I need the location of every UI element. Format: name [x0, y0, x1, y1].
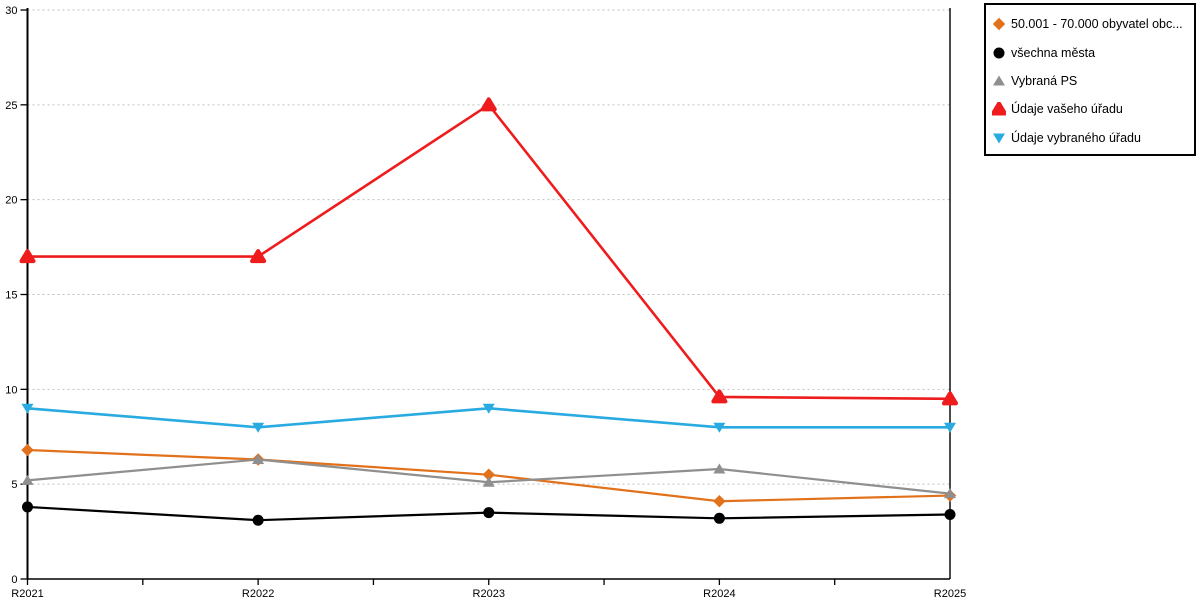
triangle-down-marker [252, 422, 265, 433]
legend-label: Vybraná PS [1011, 73, 1078, 88]
triangle-up-icon [993, 75, 1005, 86]
legend-label: 50.001 - 70.000 obyvatel obc... [1011, 17, 1183, 32]
x-tick-label: R2022 [242, 588, 274, 600]
diamond-marker [482, 468, 495, 481]
diamond-marker [21, 443, 34, 457]
y-tick-label: 15 [5, 290, 17, 302]
legend-label: Údaje vybraného úřadu [1011, 130, 1141, 145]
triangle-down-marker [944, 422, 956, 433]
triangle-up-rounded-marker [480, 97, 497, 112]
circle-marker [944, 509, 956, 521]
series-line [26, 103, 952, 401]
diamond-icon [992, 17, 1006, 31]
chart-legend: 50.001 - 70.000 obyvatel obc... všechna m… [984, 3, 1196, 156]
legend-item: Údaje vašeho úřadu [986, 95, 1194, 123]
triangle-up-marker [944, 488, 956, 499]
legend-item: všechna města [986, 38, 1194, 66]
triangle-up-rounded-marker [942, 391, 958, 406]
x-tick-label: R2025 [934, 588, 966, 600]
circle-marker [713, 512, 725, 524]
triangle-down-icon [993, 133, 1005, 144]
y-tick-label: 0 [11, 574, 17, 586]
triangle-up-rounded-marker [19, 249, 36, 264]
y-tick-label: 20 [5, 195, 17, 207]
triangle-up-rounded-marker [711, 389, 728, 404]
diamond-marker [713, 495, 726, 508]
circle-marker [483, 507, 495, 519]
triangle-up-rounded-icon [992, 102, 1006, 116]
circle-marker [22, 501, 33, 513]
triangle-up-marker [21, 474, 34, 485]
circle-marker [252, 514, 264, 526]
legend-item: Vybraná PS [986, 67, 1194, 95]
legend-label: všechna města [1011, 45, 1096, 60]
y-tick-label: 30 [5, 5, 17, 17]
legend-item: 50.001 - 70.000 obyvatel obc... [986, 10, 1194, 38]
legend-label: Údaje vašeho úřadu [1011, 102, 1123, 117]
triangle-down-marker [713, 422, 726, 433]
y-tick-label: 10 [5, 384, 17, 396]
triangle-down-marker [21, 403, 34, 414]
triangle-up-rounded-marker [250, 249, 267, 264]
y-tick-label: 25 [5, 100, 17, 112]
legend-item: Údaje vybraného úřadu [986, 124, 1194, 152]
x-tick-label: R2024 [703, 588, 735, 600]
circle-icon [993, 47, 1005, 59]
triangle-up-marker [252, 454, 265, 465]
triangle-up-marker [482, 476, 495, 487]
x-tick-label: R2021 [11, 588, 43, 600]
line-chart-plot: 0 5 10 15 20 25 30 R2021 R2022 R2023 R2024 R2025 [5, 5, 966, 600]
y-tick-label: 5 [11, 479, 17, 491]
triangle-up-marker [713, 463, 726, 474]
triangle-down-marker [482, 403, 495, 414]
x-tick-label: R2023 [473, 588, 505, 600]
